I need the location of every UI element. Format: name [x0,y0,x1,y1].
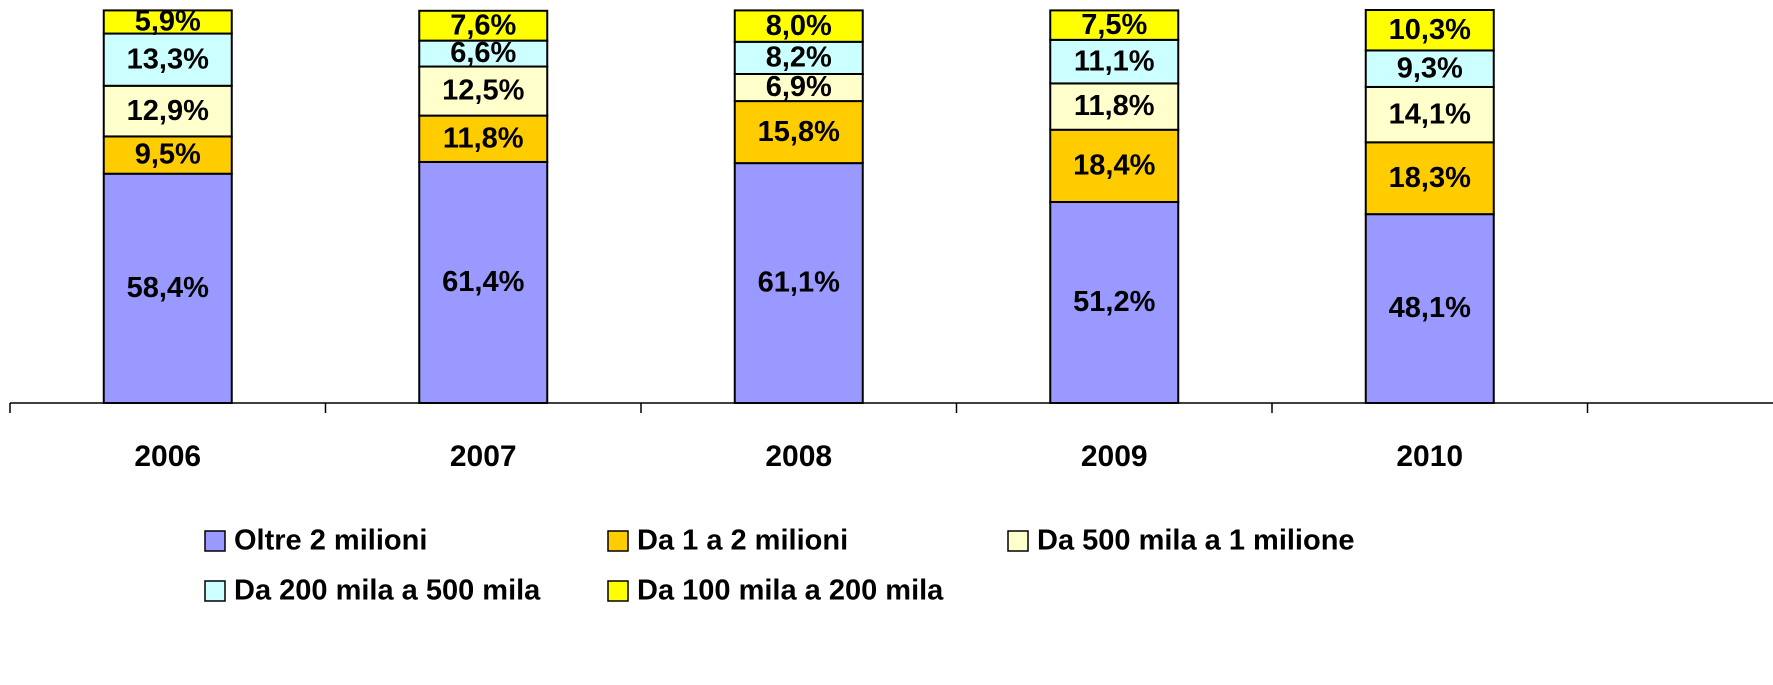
bar-segment [1049,38,1180,85]
legend-label: Da 100 mila a 200 mila [637,575,944,607]
data-label: 11,1% [1074,45,1155,77]
bar-segment [1364,9,1495,52]
data-label: 18,3% [1389,162,1471,194]
data-label: 48,1% [1389,292,1471,324]
data-label: 51,2% [1073,286,1155,318]
x-tick-label: 2010 [1396,440,1463,473]
legend-label: Da 200 mila a 500 mila [234,575,541,607]
bar-segment [1364,85,1495,144]
legend-swatch [204,580,226,602]
bar-segment [102,32,233,87]
data-label: 6,6% [450,37,516,69]
legend-label: Oltre 2 milioni [234,525,427,557]
data-label: 6,9% [766,71,832,103]
bar-segment [418,9,549,42]
data-label: 61,1% [758,267,840,299]
data-label: 11,8% [1074,90,1155,122]
legend-swatch [607,530,629,552]
data-label: 12,5% [442,75,524,107]
data-label: 14,1% [1389,98,1471,130]
bar-segment [733,9,864,43]
bar-segment [1049,128,1180,203]
bar-segment [418,114,549,163]
data-label: 18,4% [1073,150,1155,182]
x-tick-label: 2008 [765,440,832,473]
bar-segment [1049,9,1180,41]
data-label: 10,3% [1389,14,1471,46]
data-label: 8,2% [766,42,832,74]
bar-segment [1049,200,1180,404]
bar-segment [1364,213,1495,404]
legend-swatch [1007,530,1029,552]
data-label: 8,0% [766,10,832,42]
data-label: 7,6% [450,9,516,41]
data-label: 12,9% [127,95,209,127]
bar-segment [102,9,233,35]
data-label: 5,9% [135,6,201,38]
data-label: 7,5% [1081,9,1147,41]
x-tick-label: 2007 [450,440,517,473]
bar-segment [102,135,233,175]
data-label: 9,5% [135,139,201,171]
data-label: 61,4% [442,266,524,298]
legend-label: Da 500 mila a 1 milione [1037,525,1355,557]
data-label: 13,3% [127,43,209,75]
bar-segment [733,100,864,165]
data-label: 15,8% [758,116,840,148]
bar-segment [1049,82,1180,131]
x-tick-label: 2006 [134,440,201,473]
legend-swatch [607,580,629,602]
legend-label: Da 1 a 2 milioni [637,525,848,557]
data-label: 58,4% [127,272,209,304]
data-label: 9,3% [1397,52,1463,84]
x-tick-label: 2009 [1081,440,1148,473]
bar-segment [733,40,864,75]
legend-swatch [204,530,226,552]
data-label: 11,8% [443,122,524,154]
bar-segment [418,65,549,117]
bar-segment [102,172,233,404]
bar-segment [733,72,864,103]
